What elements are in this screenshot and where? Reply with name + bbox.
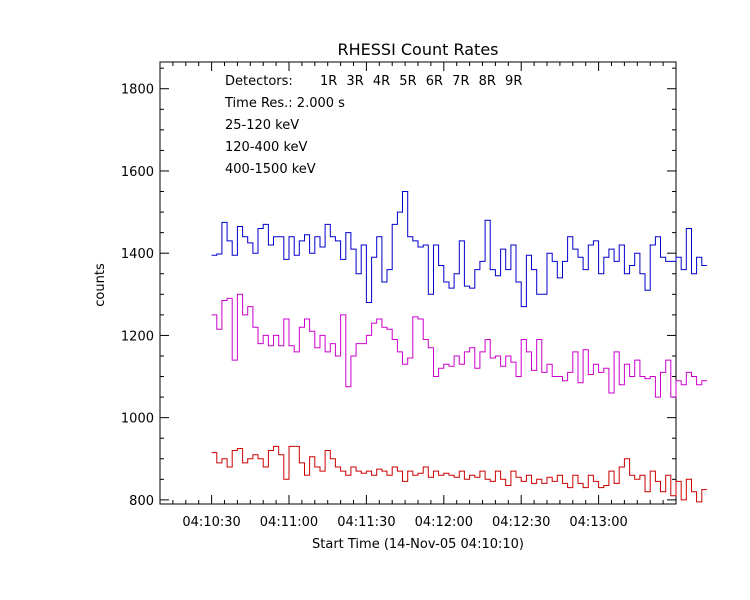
x-axis: 04:10:30 04:11:00 04:11:30 04:12:00 04:12:30…	[172, 62, 664, 530]
legend-entry-120-400: 120-400 keV	[225, 140, 308, 155]
time-resolution-label: Time Res.: 2.000 s	[224, 96, 345, 111]
y-tick-label: 1800	[121, 83, 154, 98]
x-tick-label: 04:11:00	[260, 515, 318, 530]
x-tick-label: 04:13:00	[569, 515, 627, 530]
y-tick-label: 1600	[121, 165, 154, 180]
x-tick-label: 04:10:30	[182, 515, 240, 530]
y-axis: 800 1000 1200 1400 1600 1800	[121, 67, 676, 509]
data-series	[211, 191, 707, 503]
legend: Detectors: 1R 3R 4R 5R 6R 7R 8R 9R Time …	[224, 74, 522, 177]
y-tick-label: 1000	[121, 412, 154, 427]
series-line-0	[211, 191, 707, 308]
y-tick-label: 1200	[121, 329, 154, 344]
legend-entry-400-1500: 400-1500 keV	[225, 162, 316, 177]
series-line-2	[211, 445, 707, 503]
chart-title: RHESSI Count Rates	[338, 40, 499, 59]
legend-entry-25-120: 25-120 keV	[225, 118, 299, 133]
x-tick-label: 04:12:00	[415, 515, 473, 530]
y-axis-label: counts	[93, 263, 108, 307]
detectors-label: Detectors:	[225, 74, 293, 89]
detectors-list: 1R 3R 4R 5R 6R 7R 8R 9R	[320, 74, 522, 89]
x-tick-label: 04:11:30	[337, 515, 395, 530]
x-tick-label: 04:12:30	[492, 515, 550, 530]
series-line-1	[211, 293, 707, 398]
x-axis-label: Start Time (14-Nov-05 04:10:10)	[312, 537, 524, 552]
y-tick-label: 1400	[121, 247, 154, 262]
y-tick-label: 800	[129, 494, 154, 509]
